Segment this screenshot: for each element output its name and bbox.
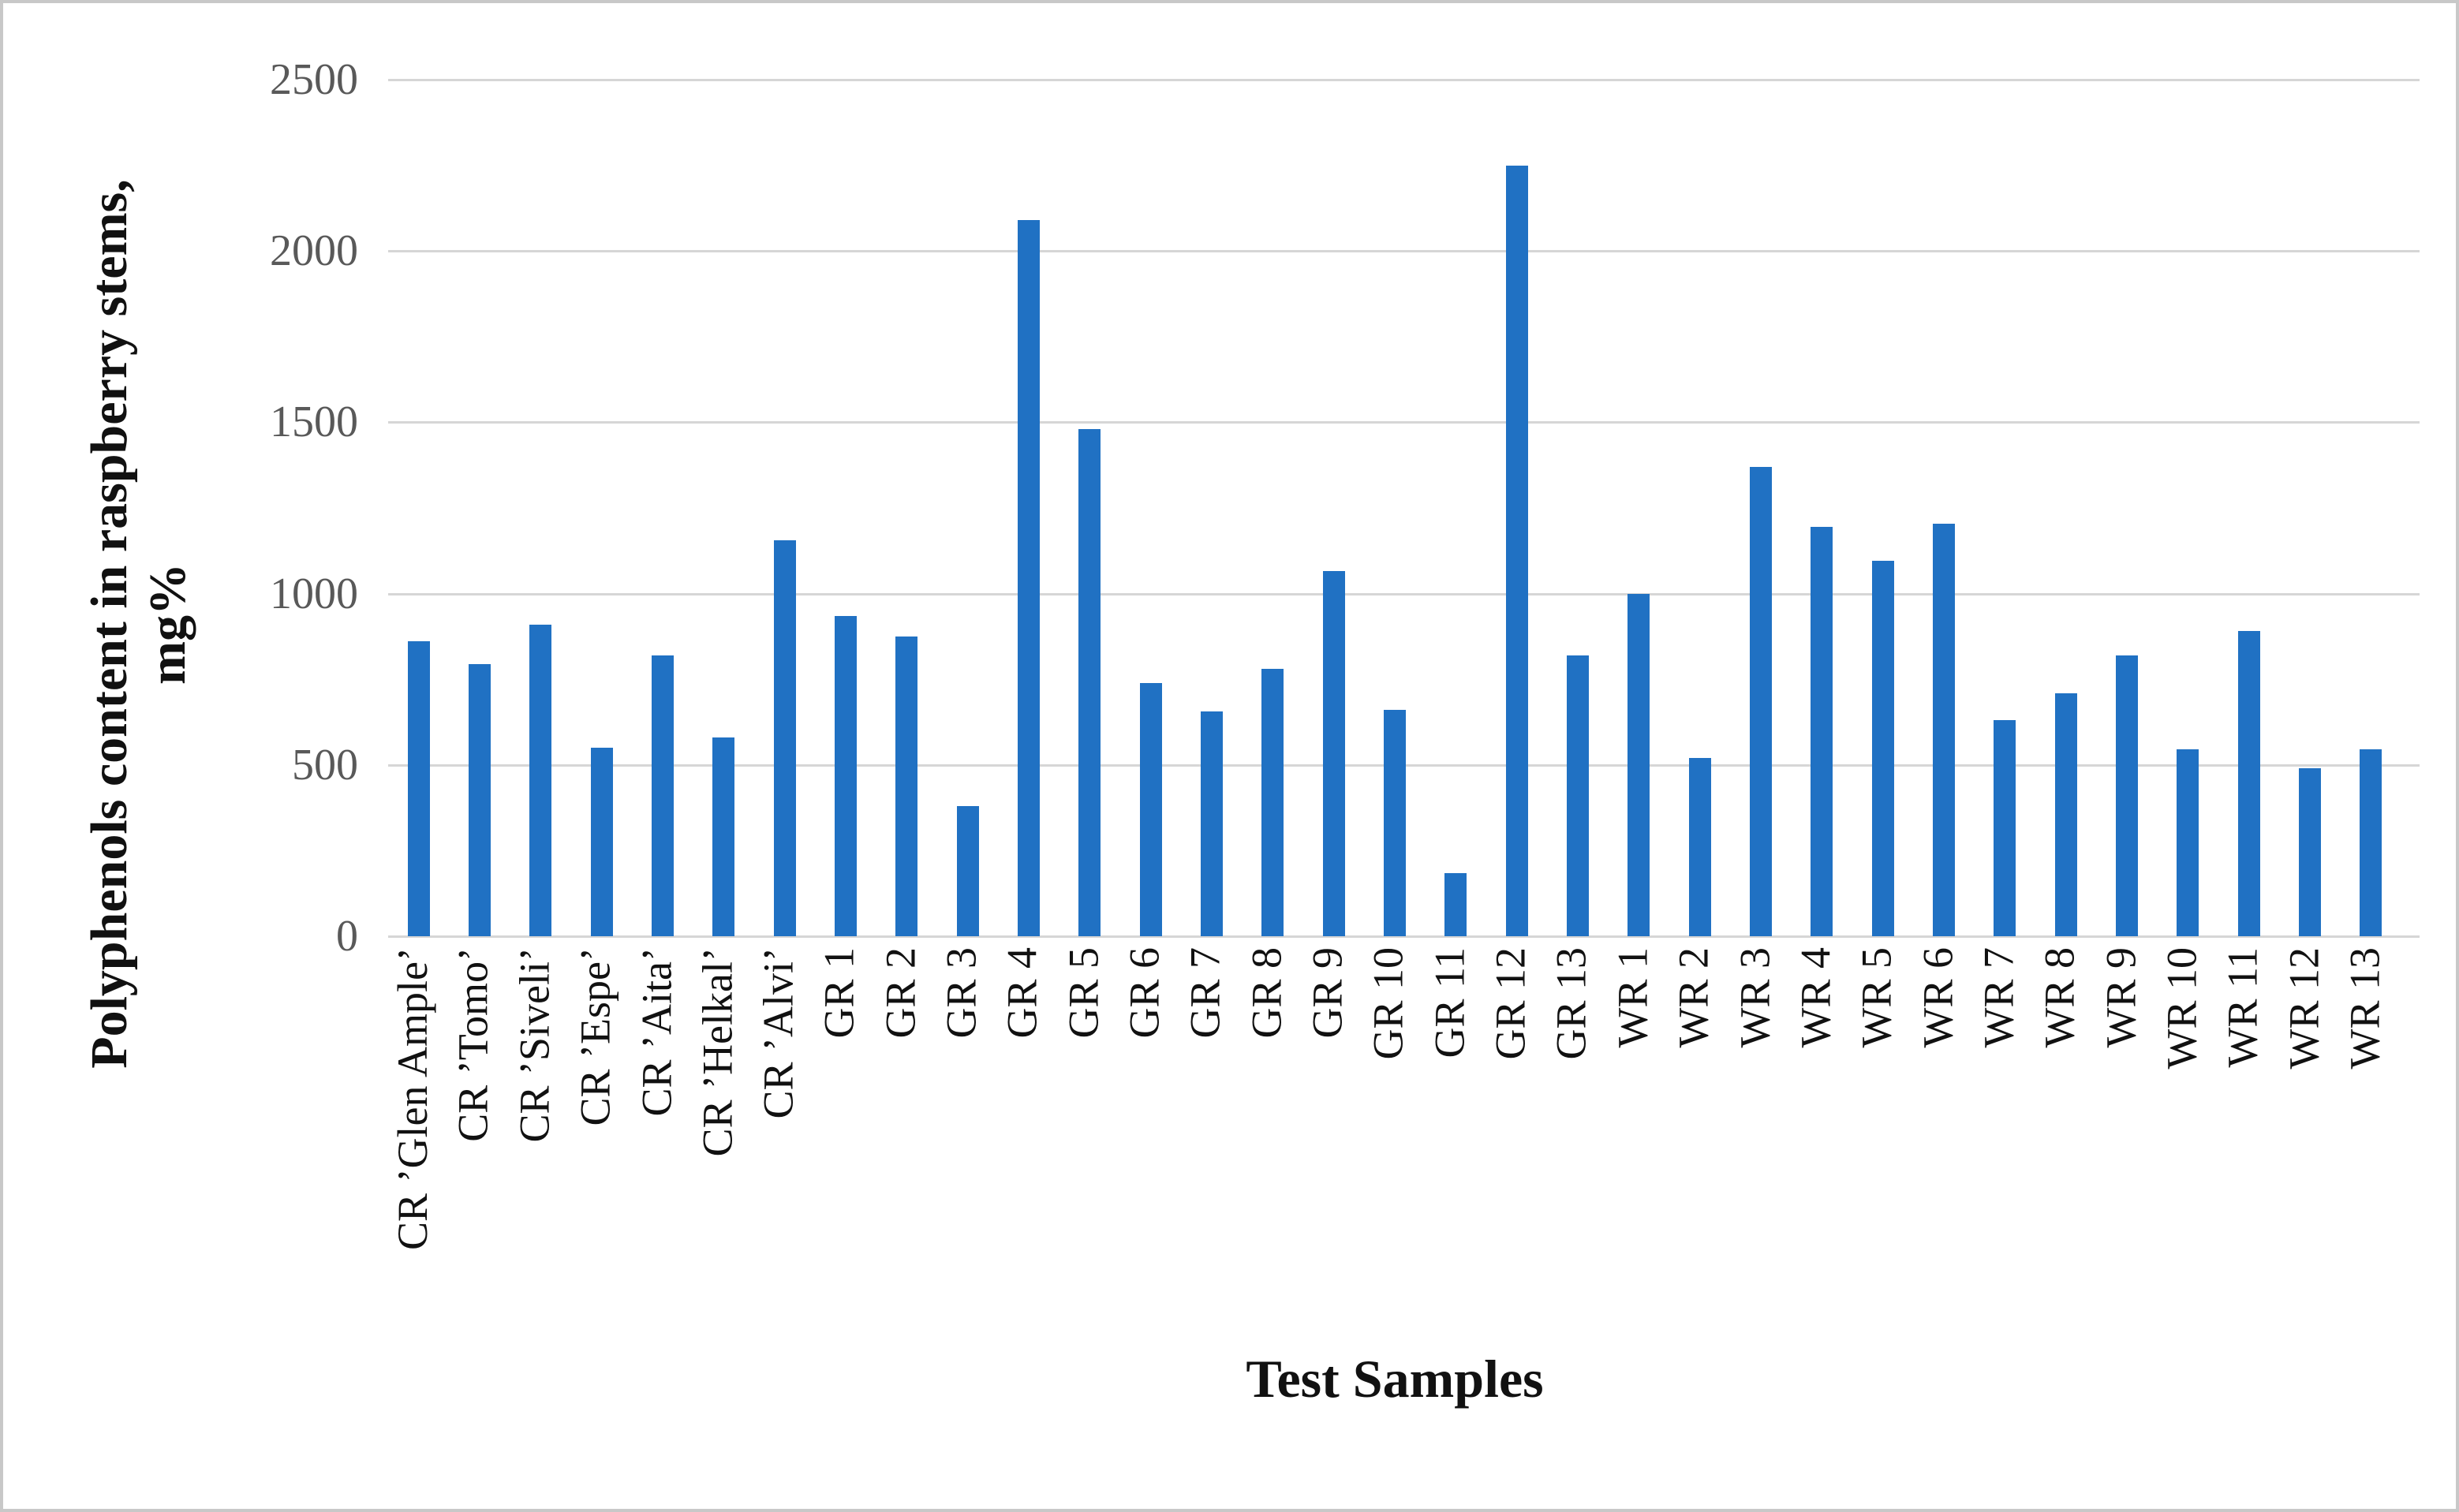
bar-CR-’Espe’ (590, 748, 613, 936)
x-category-label-CR-’Glen-Ample’: CR ’Glen Ample’ (388, 947, 436, 1250)
bar-GR-6 (1139, 682, 1162, 936)
x-category-label-CR-’Alvi’: CR ’Alvi’ (754, 947, 802, 1119)
x-category-label-CR-’Helkal’: CR ’Helkal’ (693, 947, 742, 1157)
bar-GR-7 (1201, 711, 1223, 936)
bar-CR-’Aita’ (652, 655, 674, 936)
bar-GR-13 (1567, 655, 1589, 936)
gridline-2000 (388, 250, 2420, 253)
bar-CR-’Helkal’ (712, 737, 735, 936)
x-category-label-GR-10: GR 10 (1365, 947, 1412, 1060)
bar-GR-3 (956, 805, 979, 936)
y-tick-label-2000: 2000 (270, 226, 358, 276)
x-category-label-WR-11: WR 11 (2218, 947, 2267, 1068)
x-axis-title: Test Samples (1246, 1349, 1544, 1409)
gridline-2500 (388, 79, 2420, 81)
x-category-label-GR-12: GR 12 (1486, 947, 1534, 1060)
x-category-label-CR-’Espe’: CR ’Espe’ (571, 947, 619, 1126)
x-category-label-WR-1: WR 1 (1609, 947, 1657, 1048)
x-category-label-GR-6: GR 6 (1120, 947, 1168, 1039)
bar-GR-4 (1018, 220, 1040, 936)
y-tick-label-1000: 1000 (270, 569, 358, 618)
bar-CR-’Alvi’ (773, 540, 796, 936)
bar-WR-10 (2177, 749, 2199, 936)
y-tick-label-500: 500 (292, 740, 358, 790)
bar-WR-13 (2360, 749, 2382, 936)
bar-WR-4 (1811, 526, 1833, 936)
bar-WR-1 (1627, 593, 1650, 936)
x-category-label-WR-2: WR 2 (1669, 947, 1717, 1048)
gridline-0 (388, 935, 2420, 938)
x-category-label-WR-4: WR 4 (1792, 947, 1840, 1048)
gridline-1500 (388, 421, 2420, 424)
bar-GR-1 (835, 615, 857, 936)
bar-GR-11 (1444, 872, 1467, 936)
x-category-label-WR-10: WR 10 (2158, 947, 2206, 1070)
x-category-label-GR-8: GR 8 (1243, 947, 1291, 1039)
bar-WR-3 (1750, 466, 1772, 936)
x-category-label-GR-13: GR 13 (1548, 947, 1595, 1060)
x-category-label-WR-9: WR 9 (2097, 947, 2144, 1048)
bar-WR-2 (1688, 758, 1711, 936)
bar-GR-10 (1384, 710, 1406, 936)
bar-GR-2 (895, 636, 918, 936)
bar-WR-5 (1871, 561, 1894, 936)
bar-WR-7 (1994, 720, 2016, 936)
y-tick-label-1500: 1500 (270, 398, 358, 447)
x-category-label-GR-2: GR 2 (876, 947, 925, 1039)
x-category-label-CR-’Tomo’: CR ’Tomo’ (450, 947, 497, 1142)
bar-GR-5 (1078, 429, 1101, 936)
bar-CR-’Tomo’ (469, 663, 491, 936)
bar-WR-6 (1933, 523, 1955, 936)
bar-CR-’Siveli’ (529, 624, 552, 936)
bar-CR-’Glen-Ample’ (407, 641, 430, 936)
x-category-label-WR-7: WR 7 (1975, 947, 2023, 1048)
x-category-label-WR-6: WR 6 (1914, 947, 1961, 1048)
x-category-label-WR-3: WR 3 (1731, 947, 1778, 1048)
bar-WR-8 (2054, 693, 2077, 936)
bar-WR-11 (2237, 631, 2260, 936)
x-category-label-GR-11: GR 11 (1426, 947, 1474, 1058)
x-category-label-GR-3: GR 3 (937, 947, 985, 1039)
bar-WR-12 (2299, 768, 2321, 936)
x-category-label-WR-12: WR 12 (2280, 947, 2327, 1070)
bar-GR-12 (1505, 165, 1528, 936)
x-category-label-GR-1: GR 1 (816, 947, 863, 1039)
bar-WR-9 (2116, 655, 2138, 936)
bar-GR-9 (1322, 571, 1345, 936)
gridline-1000 (388, 592, 2420, 595)
y-tick-label-2500: 2500 (270, 55, 358, 104)
x-category-label-GR-5: GR 5 (1059, 947, 1108, 1039)
plot-area: 0 500 1000 1500 2000 2500 CR ’Glen Ample’ CR ’T… (3, 3, 2456, 1509)
x-category-label-GR-9: GR 9 (1303, 947, 1351, 1039)
bar-GR-8 (1261, 669, 1284, 936)
x-category-label-CR-’Siveli’: CR ’Siveli’ (510, 947, 559, 1143)
x-category-label-WR-13: WR 13 (2341, 947, 2389, 1070)
y-tick-label-0: 0 (336, 912, 358, 961)
x-category-label-WR-8: WR 8 (2035, 947, 2083, 1048)
x-category-label-GR-7: GR 7 (1182, 947, 1229, 1039)
x-category-label-CR-’Aita’: CR ’Aita’ (633, 947, 680, 1117)
x-category-label-GR-4: GR 4 (999, 947, 1046, 1039)
x-category-label-WR-5: WR 5 (1852, 947, 1900, 1048)
